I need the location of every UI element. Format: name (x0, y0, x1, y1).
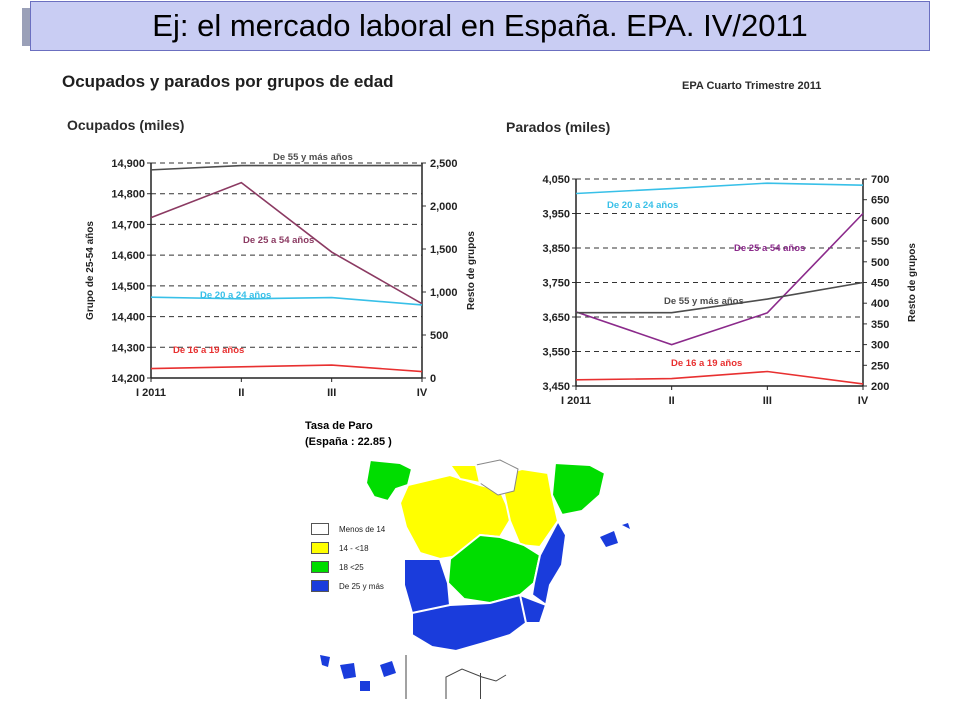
y-tick-label: 3,850 (542, 243, 570, 255)
y2-tick-label: 300 (871, 340, 889, 352)
series-label: De 20 a 24 años (607, 200, 678, 211)
series-label: De 25 a 54 años (734, 243, 805, 254)
y2-tick-label: 350 (871, 319, 889, 331)
series-line (150, 181, 423, 305)
legend-label: 18 <25 (339, 562, 364, 572)
x-tick-label: IV (417, 387, 428, 399)
legend-swatch (311, 561, 329, 573)
island-canary-1 (320, 655, 330, 667)
y-tick-label: 14,900 (111, 158, 145, 170)
island-canary-4 (380, 661, 396, 677)
y2-tick-label: 1,000 (430, 287, 458, 299)
map-title: Tasa de Paro (305, 420, 373, 432)
map-legend-item: Menos de 14 (311, 523, 385, 535)
y2-tick-label: 450 (871, 278, 889, 290)
x-tick-label: III (763, 395, 772, 407)
y2-tick-label: 1,500 (430, 244, 458, 256)
y2-tick-label: 2,000 (430, 201, 458, 213)
y2-tick-label: 400 (871, 298, 889, 310)
chart1-title: Ocupados (miles) (67, 117, 185, 133)
y-tick-label: 14,700 (111, 219, 145, 231)
region-valencia (531, 520, 567, 606)
x-tick-label: I 2011 (561, 395, 591, 407)
series-line (575, 182, 864, 195)
region-northwest (365, 459, 413, 502)
y2-tick-label: 2,500 (430, 158, 458, 170)
map-legend-item: 18 <25 (311, 561, 364, 573)
series-label: De 16 a 19 años (173, 345, 244, 356)
x-tick-label: IV (858, 395, 869, 407)
y-tick-label: 14,400 (111, 312, 145, 324)
y-tick-label: 14,300 (111, 342, 145, 354)
island-mallorca (600, 531, 618, 547)
y2-tick-label: 650 (871, 195, 889, 207)
y-tick-label: 3,450 (542, 381, 570, 393)
x-tick-label: I 2011 (136, 387, 166, 399)
y2-tick-label: 500 (871, 257, 889, 269)
y-axis-title: Grupo de 25-54 años (520, 233, 521, 332)
series-line (150, 364, 423, 373)
legend-swatch (311, 542, 329, 554)
y-tick-label: 14,500 (111, 281, 145, 293)
series-line (576, 281, 864, 314)
legend-label: De 25 y más (339, 581, 384, 591)
island-canary-2 (340, 663, 356, 679)
y2-tick-label: 550 (871, 236, 889, 248)
y2-tick-label: 600 (871, 215, 889, 227)
series-label: De 16 a 19 años (671, 358, 742, 369)
island-canary-3 (360, 681, 370, 691)
series-line (150, 164, 422, 171)
chart-ocupados: 14,200 14,300 14,400 14,500 14,600 14,700 14,8… (85, 152, 477, 399)
y2-tick-label: 700 (871, 174, 889, 186)
y2-axis-title: Resto de grupos (466, 231, 477, 310)
chart-parados: 3,450 3,550 3,650 3,750 3,850 3,950 4,050 200 25… (520, 174, 918, 407)
y-tick-label: 3,550 (542, 347, 570, 359)
y-tick-label: 14,800 (111, 189, 145, 201)
legend-swatch (311, 580, 329, 592)
y-tick-label: 4,050 (542, 174, 570, 186)
x-tick-label: III (327, 387, 336, 399)
title-box: Ej: el mercado laboral en España. EPA. I… (30, 1, 930, 51)
slide-heading: Ocupados y parados por grupos de edad (62, 72, 394, 91)
region-northeast (551, 462, 606, 516)
series-label: De 25 a 54 años (243, 235, 314, 246)
y-axis-title: Grupo de 25-54 años (85, 221, 96, 320)
x-tick-label: II (669, 395, 675, 407)
y2-tick-label: 0 (430, 373, 436, 385)
map-national-rate: (España : 22.85 ) (305, 436, 392, 448)
spain-map (320, 459, 630, 699)
y-tick-label: 14,200 (111, 373, 145, 385)
x-tick-label: II (238, 387, 244, 399)
y2-tick-label: 250 (871, 360, 889, 372)
series-label: De 55 y más años (664, 296, 744, 307)
source-label: EPA Cuarto Trimestre 2011 (682, 80, 822, 92)
y-tick-label: 14,600 (111, 250, 145, 262)
series-label: De 55 y más años (273, 152, 353, 163)
slide-title: Ej: el mercado laboral en España. EPA. I… (152, 8, 808, 43)
legend-label: Menos de 14 (339, 524, 386, 534)
legend-swatch (311, 523, 329, 535)
map-legend-item: 14 - <18 (311, 542, 369, 554)
series-label: De 20 a 24 años (200, 290, 271, 301)
y2-axis-title: Resto de grupos (907, 243, 918, 322)
map-legend-item: De 25 y más (311, 580, 384, 592)
legend-label: 14 - <18 (339, 543, 369, 553)
region-murcia (519, 594, 547, 624)
y2-tick-label: 500 (430, 330, 448, 342)
series-line (575, 212, 864, 346)
y-tick-label: 3,950 (542, 209, 570, 221)
y-tick-label: 3,750 (542, 278, 570, 290)
y-tick-label: 3,650 (542, 312, 570, 324)
y2-tick-label: 200 (871, 381, 889, 393)
region-cantabria (449, 464, 481, 484)
island-menorca (622, 523, 630, 529)
inset-frame (445, 668, 507, 699)
series-line (150, 296, 423, 306)
series-line (575, 370, 864, 385)
region-andalucia (411, 594, 533, 652)
chart2-title: Parados (miles) (506, 119, 611, 135)
